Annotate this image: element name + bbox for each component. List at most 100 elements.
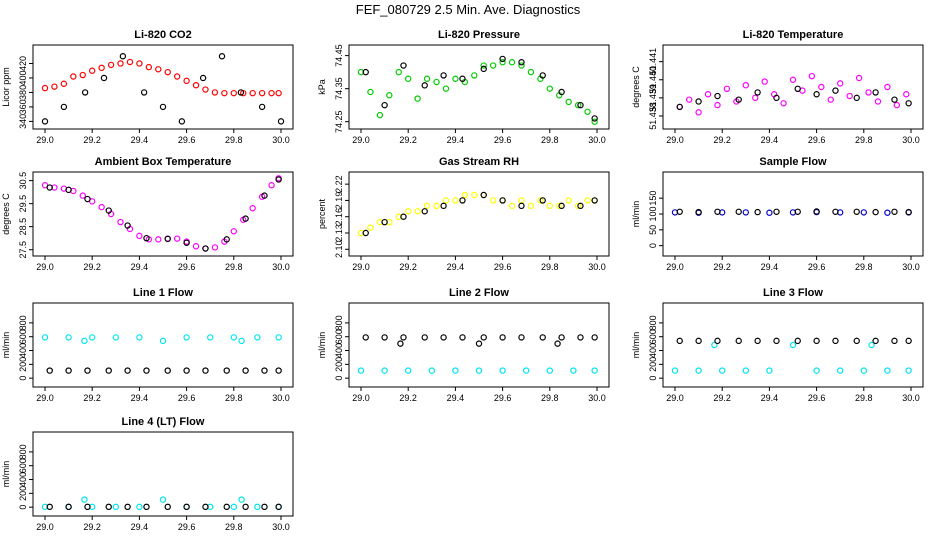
- chart-9-x-tick-label: 29.8: [855, 393, 873, 403]
- chart-5-panel: Gas Stream RH 29.0 29.2 29.4 29.6 29.8 30.0 2.1…: [317, 156, 610, 272]
- chart-1-series-2-point: [237, 89, 245, 96]
- chart-3-series-1-point: [827, 96, 834, 103]
- chart-1-series-1-point: [88, 67, 96, 74]
- chart-2-series-1-point: [442, 85, 450, 92]
- chart-7-y-tick-label: 0: [18, 376, 28, 381]
- chart-1-y-tick-label: 360: [18, 99, 28, 114]
- chart-2-series-1-point: [508, 59, 516, 66]
- chart-10-x-tick-label: 29.2: [83, 522, 101, 532]
- chart-5-series-1-point: [527, 202, 535, 210]
- chart-1-series-2-point: [81, 89, 89, 96]
- chart-2-series-2-point: [518, 59, 525, 66]
- chart-4-series-2-point: [164, 235, 171, 243]
- chart-9-series-2: [676, 337, 912, 345]
- chart-2-series-1-point: [527, 68, 535, 76]
- chart-3-series-1-point: [846, 92, 853, 100]
- chart-10-panel: Line 4 (LT) Flow 29.0 29.2 29.4 29.6 29.8 30.0…: [1, 416, 294, 532]
- chart-5-series-2-point: [591, 197, 598, 204]
- chart-9-x-tick-label: 29.2: [713, 393, 731, 403]
- chart-4-series-1-point: [249, 205, 256, 212]
- chart-1-series-1-point: [126, 58, 134, 66]
- chart-7-series-1-point: [254, 334, 261, 341]
- chart-8-series-2-point: [421, 334, 428, 341]
- chart-3-series-2-point: [754, 89, 761, 96]
- chart-1-series-1-point: [98, 64, 105, 72]
- chart-2-series-2-point: [459, 75, 466, 82]
- chart-8-title: Line 2 Flow: [449, 287, 509, 299]
- chart-9-series-1-point: [884, 367, 891, 374]
- chart-2-y-tick-label: 74.25: [334, 110, 344, 133]
- chart-10-series-2-point: [261, 503, 268, 511]
- chart-2-series-2: [362, 55, 598, 122]
- chart-2-series-1-point: [546, 85, 554, 92]
- chart-2-y-tick-label: 74.35: [334, 77, 344, 100]
- chart-10-series-2-point: [183, 503, 190, 511]
- chart-9-y-tick-label: 800: [648, 315, 658, 330]
- chart-5-y-tick-label: 2.10: [334, 241, 344, 259]
- chart-1-x-tick-label: 29.6: [178, 135, 196, 145]
- chart-10-series-1-point: [238, 496, 245, 503]
- chart-10-plot-frame: [32, 431, 294, 517]
- chart-4-series-1: [41, 175, 282, 252]
- chart-9-x-tick-label: 30.0: [902, 393, 920, 403]
- chart-9-series-1-point: [860, 367, 868, 374]
- chart-9-series-1-point: [711, 341, 718, 349]
- chart-2-plot-frame: [348, 44, 610, 130]
- chart-1-series-1-point: [145, 63, 153, 71]
- chart-3-series-2-point: [853, 94, 860, 102]
- chart-1-panel: Li-820 CO2 29.0 29.2 29.4 29.6 29.8 30.0 340360…: [1, 29, 294, 145]
- chart-3-series-1-point: [742, 81, 750, 89]
- chart-8-y-axis-label: ml/min: [317, 332, 327, 359]
- chart-8-series-1-point: [546, 367, 554, 374]
- chart-1-series-1-point: [230, 89, 237, 97]
- chart-2-y-tick-label: 74.45: [334, 44, 344, 67]
- chart-9-x-tick-label: 29.4: [761, 393, 779, 403]
- chart-4-y-axis-label: degrees C: [1, 193, 11, 235]
- chart-1-series-1-point: [183, 77, 190, 85]
- chart-3-x-tick-label: 29.6: [808, 135, 826, 145]
- chart-5-y-tick-label: 2.22: [334, 175, 344, 193]
- chart-2-series-1-point: [591, 118, 598, 125]
- chart-5-series-2-point: [362, 229, 369, 237]
- chart-2-series-2-point: [362, 68, 369, 76]
- chart-9-series-1-point: [742, 367, 750, 374]
- chart-3-series-2-point: [832, 87, 839, 94]
- chart-5-series-2-point: [381, 218, 388, 226]
- chart-7-series-1-point: [136, 334, 143, 341]
- chart-1-series-2-point: [178, 118, 186, 125]
- chart-8-series-2-point: [539, 334, 546, 341]
- chart-3-series-1-point: [884, 83, 891, 91]
- chart-7-series-2-point: [183, 367, 190, 374]
- chart-6-series-2-point: [891, 208, 898, 215]
- chart-5-series-1-point: [414, 208, 421, 215]
- chart-10-series-1-point: [81, 496, 88, 503]
- chart-3-y-tick-label: 51.441: [648, 48, 658, 76]
- chart-2-series-2-point: [591, 115, 598, 122]
- chart-3-series-1-point: [780, 100, 787, 107]
- chart-3-plot-frame: [662, 44, 924, 130]
- chart-2-series-1-point: [574, 101, 582, 109]
- chart-10-x-tick-label: 29.8: [225, 522, 243, 532]
- chart-8-series-1: [357, 367, 598, 374]
- chart-7-y-tick-label: 600: [18, 329, 28, 344]
- chart-5-y-tick-label: 2.13: [334, 224, 344, 242]
- chart-9-series-2-point: [832, 337, 839, 345]
- chart-6-panel: Sample Flow 29.0 29.2 29.4 29.6 29.8 30.0 0 50 10…: [631, 156, 924, 272]
- chart-2-series-1-point: [480, 62, 487, 69]
- chart-7-series-2-point: [105, 367, 112, 374]
- chart-8-x-tick-label: 29.2: [399, 393, 417, 403]
- figure-title: FEF_080729 2.5 Min. Ave. Diagnostics: [356, 2, 581, 17]
- chart-9-panel: Line 3 Flow 29.0 29.2 29.4 29.6 29.8 30.0 0 2004…: [631, 287, 924, 403]
- chart-7-panel: Line 1 Flow 29.0 29.2 29.4 29.6 29.8 30.0 0 2004…: [1, 287, 294, 403]
- chart-3-series-1-point: [837, 80, 844, 87]
- chart-2-series-2-point: [577, 101, 584, 109]
- chart-1-x-tick-label: 30.0: [272, 135, 290, 145]
- chart-10-series-1-point: [112, 503, 120, 511]
- chart-4-series-1-point: [79, 192, 86, 199]
- chart-9-x-tick-label: 29.0: [666, 393, 684, 403]
- chart-2-x-tick-label: 29.4: [447, 135, 465, 145]
- chart-2-series-1-point: [489, 62, 497, 69]
- chart-3-series-1-point: [761, 78, 768, 85]
- chart-5-series-1-point: [471, 191, 478, 199]
- chart-3-series-2-point: [891, 96, 898, 103]
